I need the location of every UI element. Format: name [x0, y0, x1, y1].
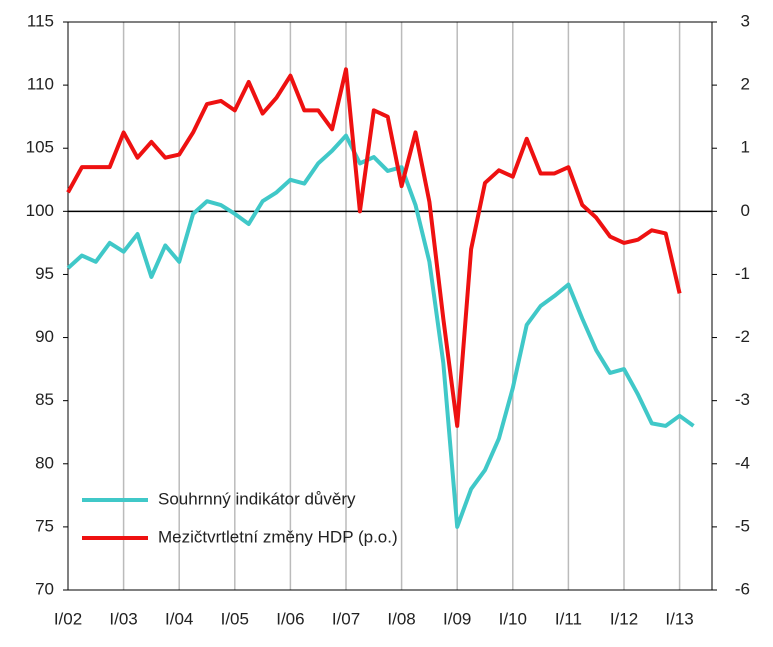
x-tick-label: I/05: [221, 609, 249, 628]
y2-tick-label: 1: [741, 138, 750, 157]
x-tick-label: I/04: [165, 609, 193, 628]
legend-label: Souhrnný indikátor důvěry: [158, 489, 356, 508]
x-tick-label: I/02: [54, 609, 82, 628]
y2-tick-label: 2: [741, 75, 750, 94]
x-tick-label: I/07: [332, 609, 360, 628]
y2-tick-label: -2: [735, 327, 750, 346]
y-tick-label: 95: [35, 264, 54, 283]
x-tick-label: I/13: [665, 609, 693, 628]
plot-frame: [67, 21, 713, 591]
y2-tick-label: 3: [741, 11, 750, 30]
y2-tick-label: -1: [735, 264, 750, 283]
x-tick-label: I/11: [555, 609, 582, 628]
y2-tick-label: -4: [735, 453, 750, 472]
y-tick-label: 70: [35, 579, 54, 598]
x-tick-label: I/09: [443, 609, 471, 628]
x-tick-label: I/12: [610, 609, 638, 628]
y-tick-label: 75: [35, 516, 54, 535]
y-tick-label: 90: [35, 327, 54, 346]
x-tick-label: I/03: [109, 609, 137, 628]
x-tick-label: I/10: [499, 609, 527, 628]
y-tick-label: 100: [26, 201, 54, 220]
series-line: [66, 133, 695, 529]
y-tick-label: 110: [27, 75, 54, 94]
y-tick-label: 85: [35, 390, 54, 409]
y-tick-label: 115: [27, 11, 54, 30]
legend-label: Mezičtvrtletní změny HDP (p.o.): [158, 527, 398, 546]
x-tick-label: I/08: [387, 609, 415, 628]
y2-tick-label: -5: [735, 516, 750, 535]
series-line: [66, 67, 682, 428]
y2-tick-label: 0: [741, 201, 750, 220]
y-tick-label: 80: [35, 453, 54, 472]
y2-tick-label: -3: [735, 390, 750, 409]
y-tick-label: 105: [26, 138, 54, 157]
x-tick-label: I/06: [276, 609, 304, 628]
y2-tick-label: -6: [735, 579, 750, 598]
